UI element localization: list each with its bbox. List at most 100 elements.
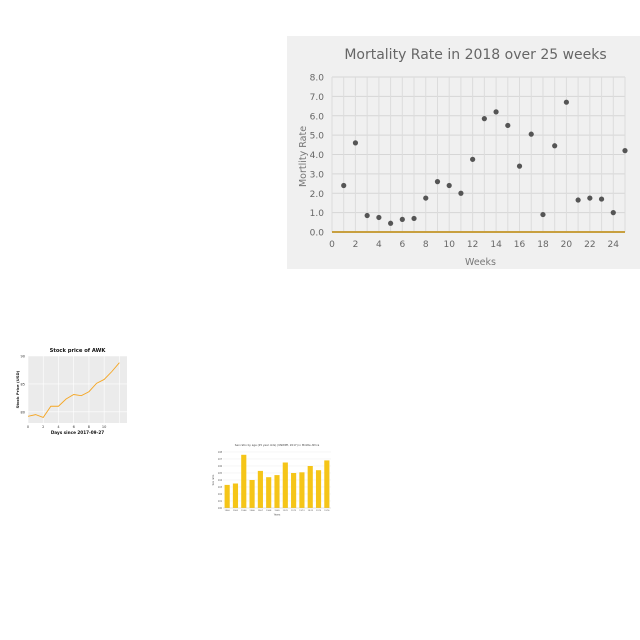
x-axis-label: Days since 2017-09-27 — [51, 430, 104, 435]
data-point-week-18 — [540, 211, 546, 218]
y-tick-label: 100 — [218, 507, 223, 510]
bar-1962 — [232, 483, 239, 508]
x-tick-label: 8 — [88, 425, 90, 429]
data-point-week-8 — [423, 195, 429, 201]
y-tick-label: 4.0 — [310, 151, 325, 161]
y-tick-label: 7.0 — [310, 93, 325, 103]
sex-ratio-bar-chart: Sex ratio by age (25 year olds) (UNWPP, … — [212, 440, 336, 522]
sex-ratio-chart-svg: Sex ratio by age (25 year olds) (UNWPP, … — [212, 443, 331, 517]
x-tick-label: 2 — [353, 240, 359, 250]
x-tick-label: 12 — [467, 240, 478, 250]
x-tick-label: 1972 — [291, 510, 297, 512]
y-tick-label: 5.0 — [310, 132, 325, 142]
x-tick-label: 1969 — [274, 510, 280, 512]
x-tick-label: 6 — [73, 425, 75, 429]
x-tick-label: 14 — [490, 240, 502, 250]
bar-1969 — [274, 475, 280, 508]
y-tick-label: 90 — [21, 355, 25, 359]
data-point-week-12 — [470, 156, 476, 162]
x-tick-label: 8 — [423, 240, 429, 250]
x-tick-label: 1960 — [225, 510, 231, 512]
x-tick-label: 1964 — [241, 510, 247, 512]
x-tick-label: 10 — [102, 425, 106, 429]
x-tick-label: 1966 — [249, 510, 255, 512]
y-tick-label: 103 — [218, 486, 223, 489]
plot-background — [28, 356, 127, 423]
bar-1966 — [249, 480, 255, 508]
data-point-week-25 — [622, 148, 628, 154]
data-point-week-15 — [505, 122, 511, 129]
x-tick-label: 2 — [42, 425, 44, 429]
bar-1960 — [224, 484, 230, 508]
x-tick-label: 10 — [443, 240, 455, 250]
bar-1976 — [324, 460, 330, 508]
data-point-week-2 — [352, 140, 359, 146]
x-tick-label: 22 — [584, 240, 595, 250]
data-point-week-13 — [481, 116, 487, 122]
y-axis-label: Sex ratio — [212, 474, 215, 485]
x-axis-label: Years — [274, 513, 281, 517]
x-tick-label: 0 — [329, 240, 335, 250]
data-point-week-24 — [610, 210, 616, 216]
data-point-week-7 — [411, 215, 417, 222]
x-tick-label: 1974 — [308, 510, 314, 512]
data-point-week-4 — [376, 214, 382, 221]
data-point-week-17 — [528, 131, 534, 137]
stock-line-chart: Stock price of AWK 80 85 90 0 2 4 6 8 10 Days sinc… — [14, 344, 132, 440]
bar-1973 — [299, 472, 305, 508]
data-point-week-6 — [399, 216, 405, 223]
bar-1974 — [307, 466, 313, 508]
data-point-week-1 — [341, 182, 347, 189]
chart-title: Stock price of AWK — [50, 348, 107, 354]
data-point-week-22 — [587, 195, 593, 201]
y-tick-label: 107 — [218, 458, 223, 461]
y-axis-label: Stock Price (USD) — [15, 370, 20, 408]
x-tick-label: 1976 — [324, 510, 330, 512]
bar-1964 — [241, 454, 247, 508]
x-tick-label: 16 — [514, 240, 526, 250]
x-tick-label: 1975 — [316, 510, 322, 512]
mortality-chart-svg: Mortality Rate in 2018 over 25 weeks 0.0 1… — [287, 36, 640, 269]
bar-1968 — [266, 477, 272, 508]
x-tick-label: 1962 — [233, 510, 239, 512]
x-tick-label: 4 — [57, 425, 60, 429]
bar-1972 — [291, 473, 297, 508]
x-tick-label: 4 — [376, 240, 382, 250]
chart-title: Mortality Rate in 2018 over 25 weeks — [344, 47, 606, 63]
x-tick-label: 0 — [27, 425, 29, 429]
data-point-week-5 — [388, 220, 394, 226]
mortality-scatter-chart: Mortality Rate in 2018 over 25 weeks 0.0 1… — [287, 36, 640, 269]
data-point-week-11 — [458, 190, 464, 196]
x-tick-label: 6 — [399, 240, 405, 250]
x-tick-label: 1973 — [299, 510, 305, 512]
bar-1967 — [257, 470, 263, 508]
x-tick-label: 1968 — [266, 510, 272, 512]
bar-1975 — [315, 470, 322, 508]
y-tick-label: 80 — [21, 410, 25, 414]
y-tick-label: 0.0 — [310, 229, 325, 239]
x-tick-label: 20 — [561, 240, 573, 250]
y-tick-label: 2.0 — [310, 190, 325, 200]
bar-1970 — [282, 462, 288, 508]
y-tick-label: 106 — [218, 465, 223, 468]
x-axis-label: Weeks — [465, 257, 496, 268]
y-tick-label: 8.0 — [310, 74, 325, 84]
chart-background — [287, 36, 640, 269]
y-tick-label: 104 — [218, 479, 223, 482]
data-point-week-20 — [563, 99, 569, 105]
data-point-week-10 — [446, 182, 452, 189]
y-tick-label: 108 — [218, 451, 223, 454]
data-point-week-14 — [493, 109, 499, 115]
y-tick-label: 6.0 — [310, 112, 325, 122]
chart-title: Sex ratio by age (25 year olds) (UNWPP, … — [235, 443, 320, 447]
y-tick-label: 85 — [21, 382, 25, 386]
data-point-week-19 — [552, 143, 558, 149]
y-tick-label: 3.0 — [310, 170, 325, 180]
y-axis-label: Mortlity Rate — [298, 126, 309, 187]
data-point-week-16 — [516, 163, 523, 169]
y-tick-label: 105 — [218, 472, 223, 475]
y-tick-label: 102 — [218, 493, 223, 496]
x-tick-label: 1970 — [283, 510, 289, 512]
data-point-week-23 — [598, 196, 605, 202]
